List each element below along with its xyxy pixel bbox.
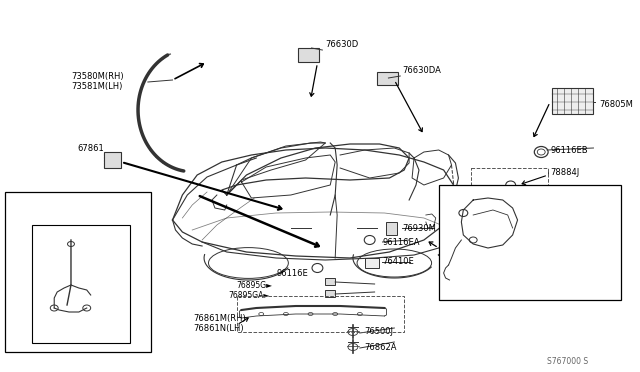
Bar bbox=[552, 88, 593, 114]
Text: 78850A: 78850A bbox=[503, 273, 535, 282]
Text: 78819(LH): 78819(LH) bbox=[497, 263, 541, 273]
Text: 76805M: 76805M bbox=[600, 99, 633, 109]
Text: 76861C: 76861C bbox=[463, 190, 496, 199]
Text: 96116EA: 96116EA bbox=[383, 237, 420, 247]
Bar bbox=[325, 278, 335, 285]
Text: 96116EB: 96116EB bbox=[550, 145, 588, 154]
Text: 63830(RH): 63830(RH) bbox=[22, 199, 67, 208]
Text: 76862A: 76862A bbox=[365, 343, 397, 352]
Text: 76630D: 76630D bbox=[325, 39, 358, 48]
Text: 78818(RH): 78818(RH) bbox=[497, 253, 542, 263]
Text: 76861N(LH): 76861N(LH) bbox=[193, 324, 244, 333]
Text: S767000 S: S767000 S bbox=[547, 357, 588, 366]
Text: 76896(LH): 76896(LH) bbox=[572, 247, 616, 257]
Text: 73581M(LH): 73581M(LH) bbox=[71, 81, 122, 90]
Bar bbox=[376, 72, 398, 85]
Text: 76809A: 76809A bbox=[10, 263, 42, 273]
Text: 63831(LH): 63831(LH) bbox=[22, 208, 66, 218]
Text: 67861: 67861 bbox=[77, 144, 104, 153]
Text: 78884J: 78884J bbox=[550, 167, 579, 176]
Text: 63830E: 63830E bbox=[69, 228, 101, 237]
Text: 76895GA►: 76895GA► bbox=[228, 292, 270, 301]
Text: 73580M(RH): 73580M(RH) bbox=[71, 71, 124, 80]
Text: 76808A: 76808A bbox=[445, 289, 478, 298]
Bar bbox=[365, 258, 378, 268]
Text: 76895(RH): 76895(RH) bbox=[572, 235, 617, 244]
Bar bbox=[325, 290, 335, 297]
Text: 76895G►: 76895G► bbox=[237, 282, 273, 291]
Text: 76630DA: 76630DA bbox=[402, 65, 441, 74]
Bar bbox=[298, 48, 319, 62]
Bar bbox=[237, 296, 404, 332]
Text: 96116E: 96116E bbox=[276, 269, 308, 279]
Bar bbox=[387, 222, 397, 235]
Bar bbox=[104, 152, 121, 168]
Bar bbox=[5, 192, 151, 352]
Bar bbox=[438, 185, 621, 300]
Bar bbox=[471, 168, 548, 226]
Text: 76930M: 76930M bbox=[402, 224, 436, 232]
Text: 76500J: 76500J bbox=[365, 327, 394, 337]
Text: 76410E: 76410E bbox=[383, 257, 414, 266]
Text: 76861M(RH): 76861M(RH) bbox=[193, 314, 246, 323]
Bar bbox=[31, 225, 130, 343]
